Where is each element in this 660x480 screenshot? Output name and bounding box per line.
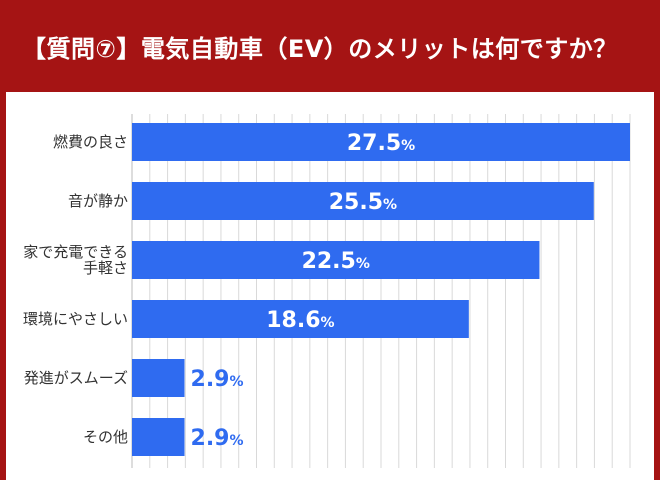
- value-number: 2.9: [191, 426, 230, 451]
- bar: [132, 300, 469, 338]
- value-number: 2.9: [191, 367, 230, 392]
- bar: [132, 418, 185, 456]
- value-label: 27.5%: [347, 131, 415, 156]
- value-label: 25.5%: [329, 190, 397, 215]
- category-label: 音が静か: [68, 192, 128, 210]
- category-label: 環境にやさしい: [23, 310, 128, 328]
- category-label-line: 家で充電できる: [23, 243, 128, 261]
- value-label: 22.5%: [302, 249, 370, 274]
- bar: [132, 241, 540, 279]
- value-unit: %: [230, 374, 244, 390]
- value-number: 18.6: [266, 308, 320, 333]
- value-unit: %: [401, 138, 415, 154]
- value-unit: %: [230, 433, 244, 449]
- bar: [132, 123, 630, 161]
- bar: [132, 182, 594, 220]
- value-number: 22.5: [302, 249, 356, 274]
- value-label: 2.9%: [191, 426, 244, 451]
- header-bar: 【質問⑦】電気自動車（EV）のメリットは何ですか？: [0, 0, 660, 92]
- category-label: 燃費の良さ: [53, 133, 128, 151]
- category-label: 発進がスムーズ: [24, 369, 128, 387]
- category-label: 家で充電できる手軽さ: [23, 243, 128, 277]
- chart-panel: 燃費の良さ 27.5% 音が静か 25.5% 家で充電できる手軽さ 22.5% 環境にやさし…: [6, 92, 654, 480]
- category-label-line: 手軽さ: [83, 259, 128, 277]
- page-title: 【質問⑦】電気自動車（EV）のメリットは何ですか？: [22, 34, 618, 63]
- value-unit: %: [321, 315, 335, 331]
- value-number: 25.5: [329, 190, 383, 215]
- value-label: 18.6%: [266, 308, 334, 333]
- value-unit: %: [383, 197, 397, 213]
- bar-chart: 燃費の良さ 27.5% 音が静か 25.5% 家で充電できる手軽さ 22.5% 環境にやさし…: [23, 114, 631, 468]
- value-label: 2.9%: [191, 367, 244, 392]
- value-unit: %: [356, 256, 370, 272]
- bar: [132, 359, 185, 397]
- category-label: その他: [83, 428, 128, 446]
- value-number: 27.5: [347, 131, 401, 156]
